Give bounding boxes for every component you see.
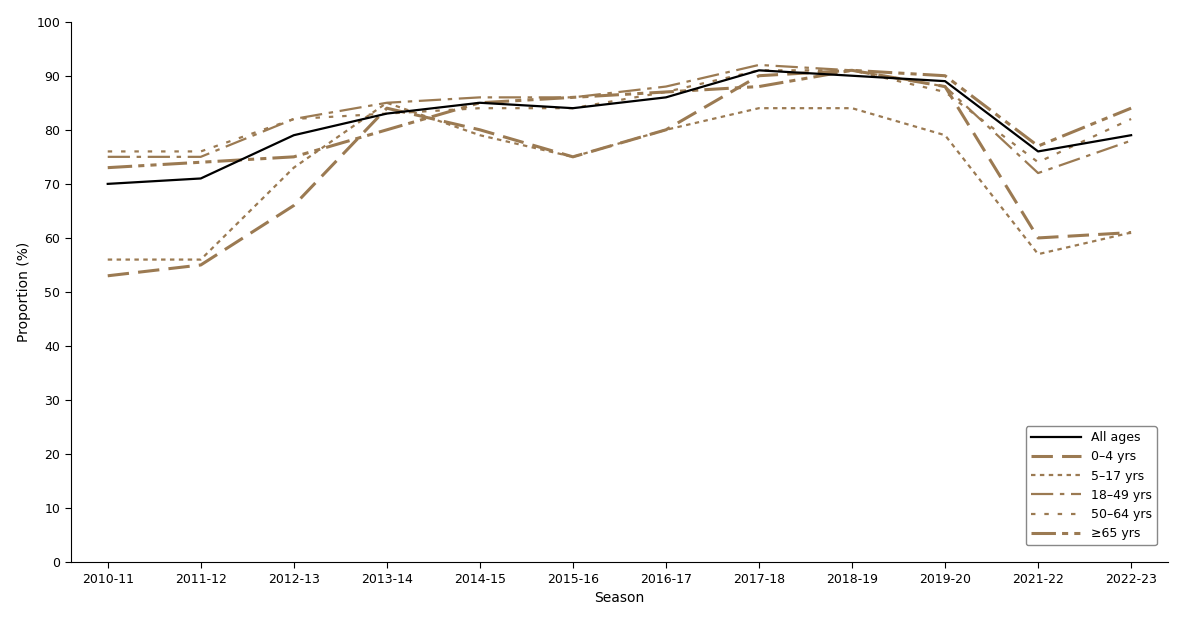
Y-axis label: Proportion (%): Proportion (%) bbox=[17, 242, 31, 342]
Legend: All ages, 0–4 yrs, 5–17 yrs, 18–49 yrs, 50–64 yrs, ≥65 yrs: All ages, 0–4 yrs, 5–17 yrs, 18–49 yrs, … bbox=[1025, 426, 1157, 545]
X-axis label: Season: Season bbox=[595, 592, 645, 605]
